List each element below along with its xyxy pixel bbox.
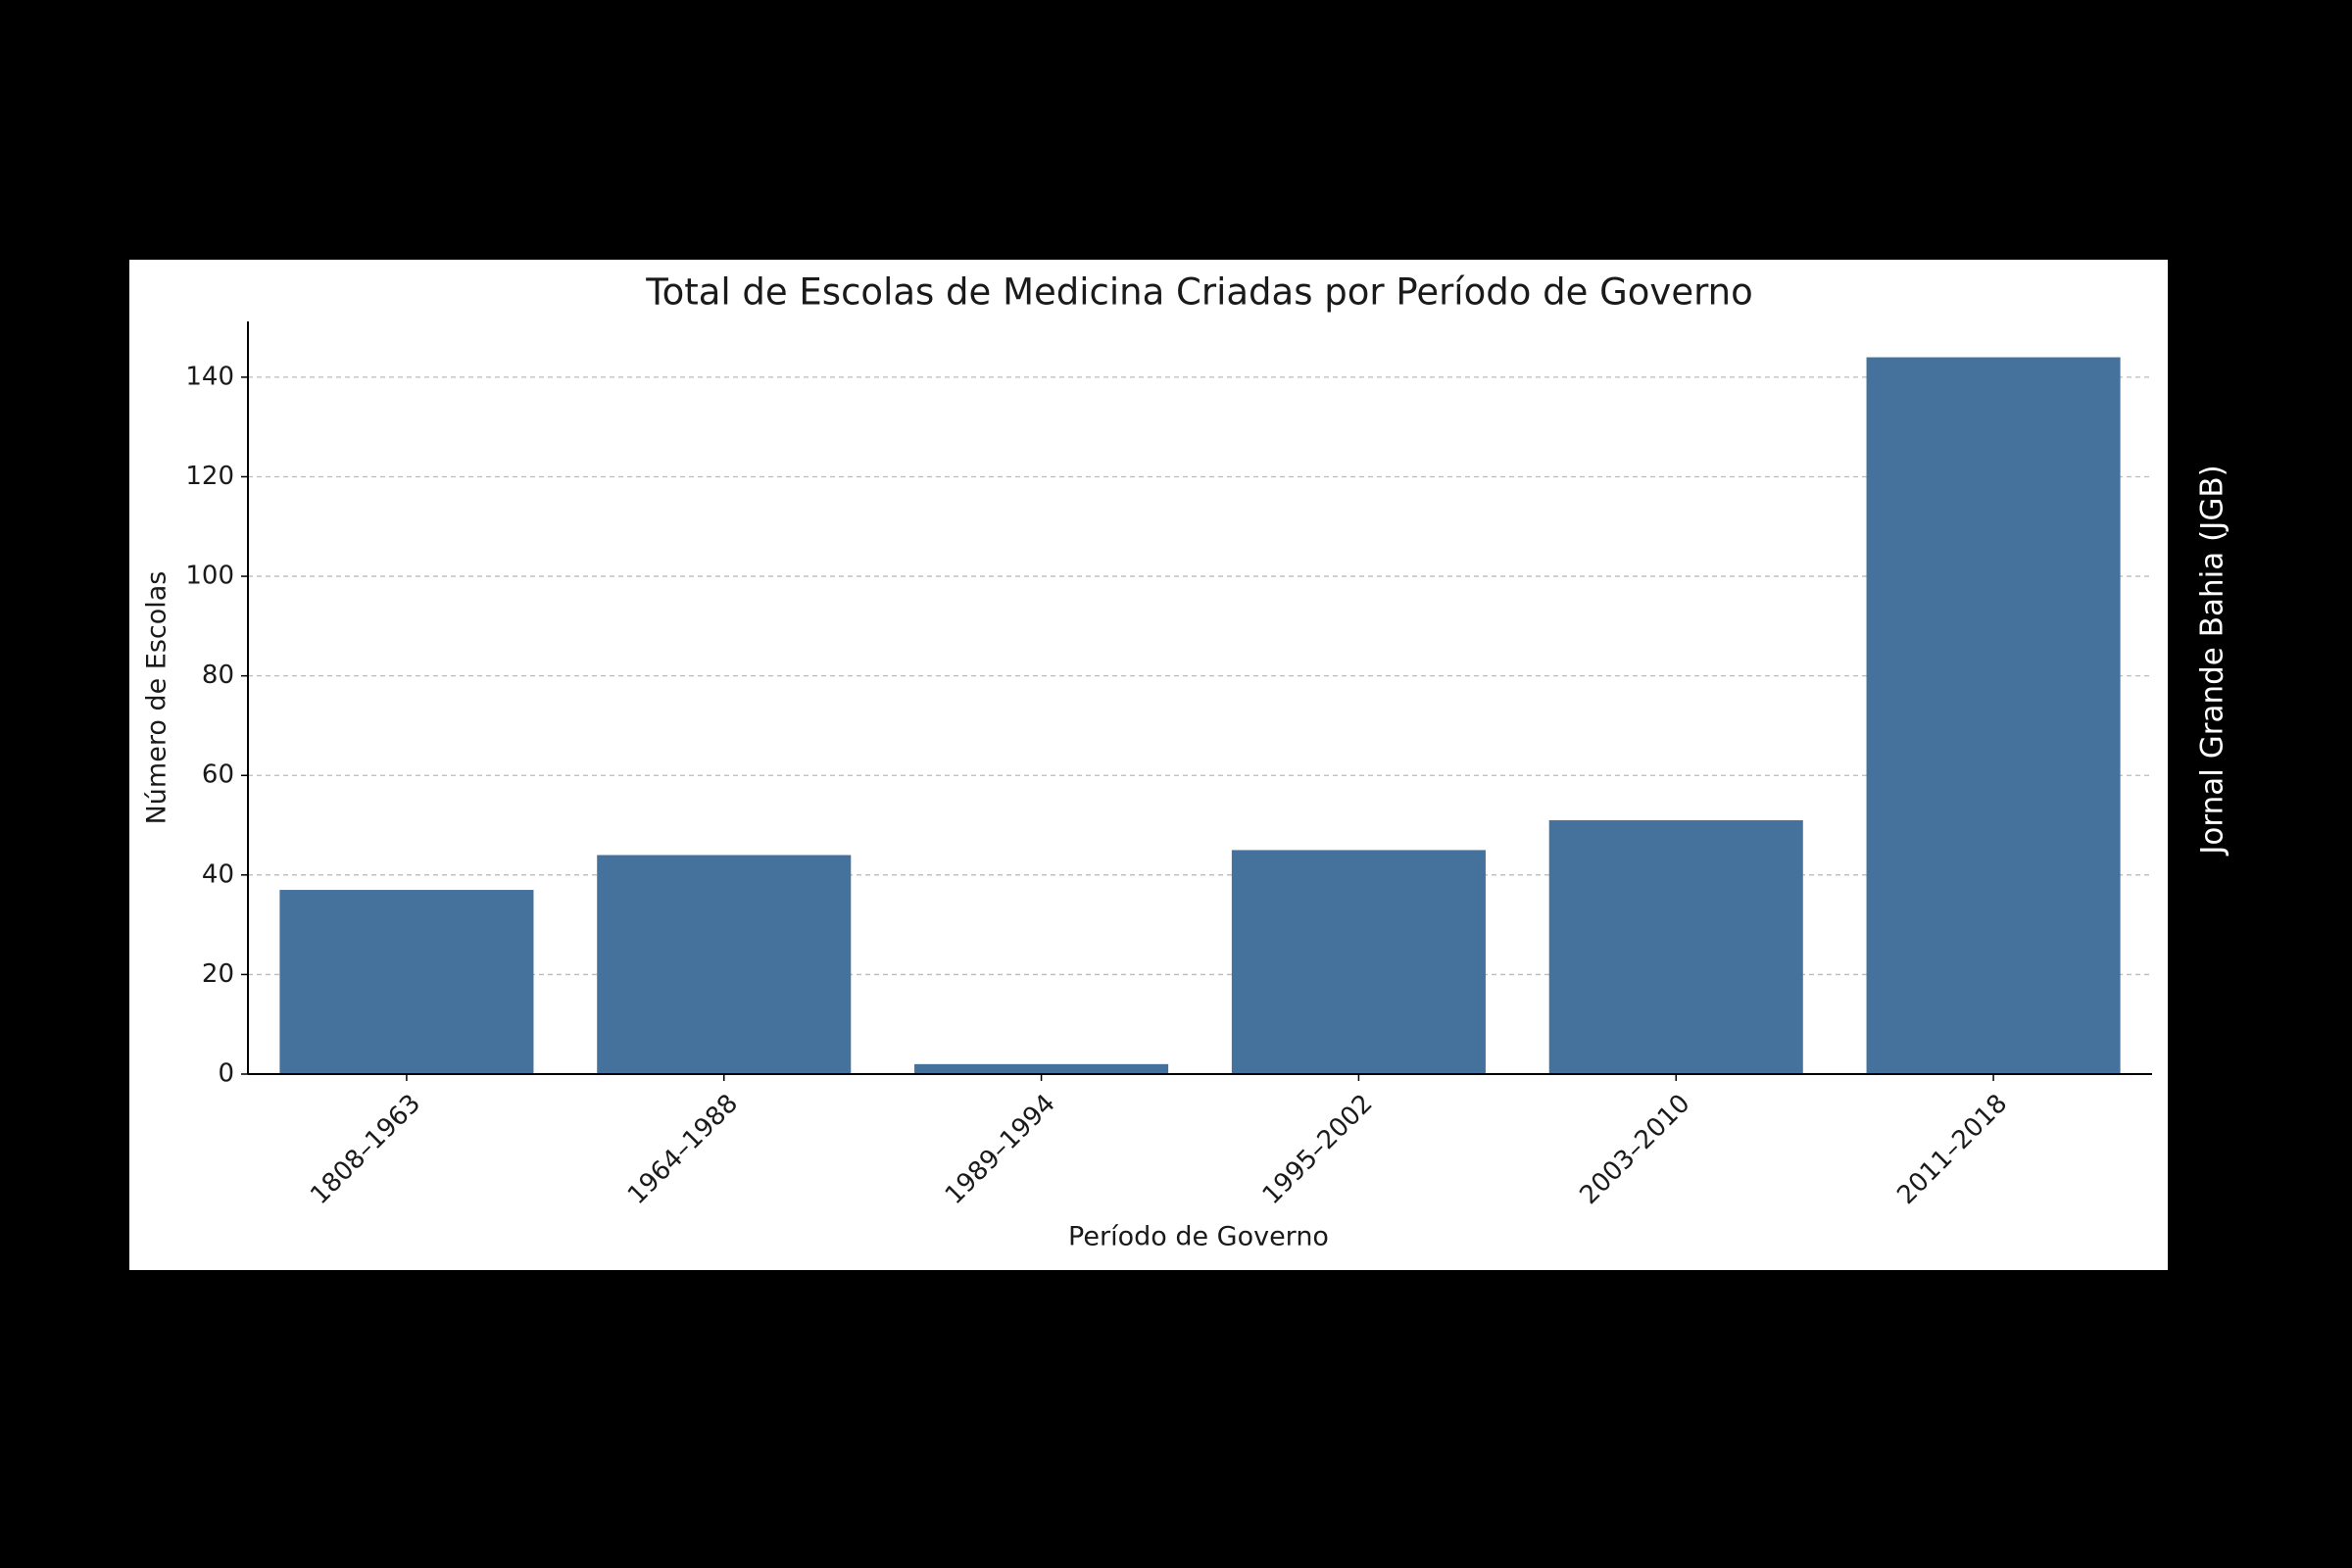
bar [1231, 850, 1486, 1074]
bar [1548, 819, 1803, 1074]
y-tick-label: 80 [202, 661, 234, 690]
bar [1866, 357, 2121, 1075]
y-tick-label: 100 [185, 562, 234, 591]
bar [914, 1063, 1169, 1074]
chart-title: Total de Escolas de Medicina Criadas por… [645, 271, 1752, 314]
y-tick-label: 120 [185, 462, 234, 491]
x-axis-label: Período de Governo [1068, 1222, 1329, 1252]
y-tick-label: 20 [202, 959, 234, 989]
y-tick-label: 60 [202, 760, 234, 790]
chart-panel [129, 260, 2168, 1270]
y-tick-label: 140 [185, 362, 234, 391]
bar [279, 890, 534, 1074]
y-tick-label: 40 [202, 859, 234, 889]
watermark: Jornal Grande Bahia (JGB) [2195, 465, 2230, 856]
bar [597, 855, 852, 1074]
y-axis-label: Número de Escolas [142, 571, 172, 825]
y-tick-label: 0 [218, 1059, 234, 1089]
